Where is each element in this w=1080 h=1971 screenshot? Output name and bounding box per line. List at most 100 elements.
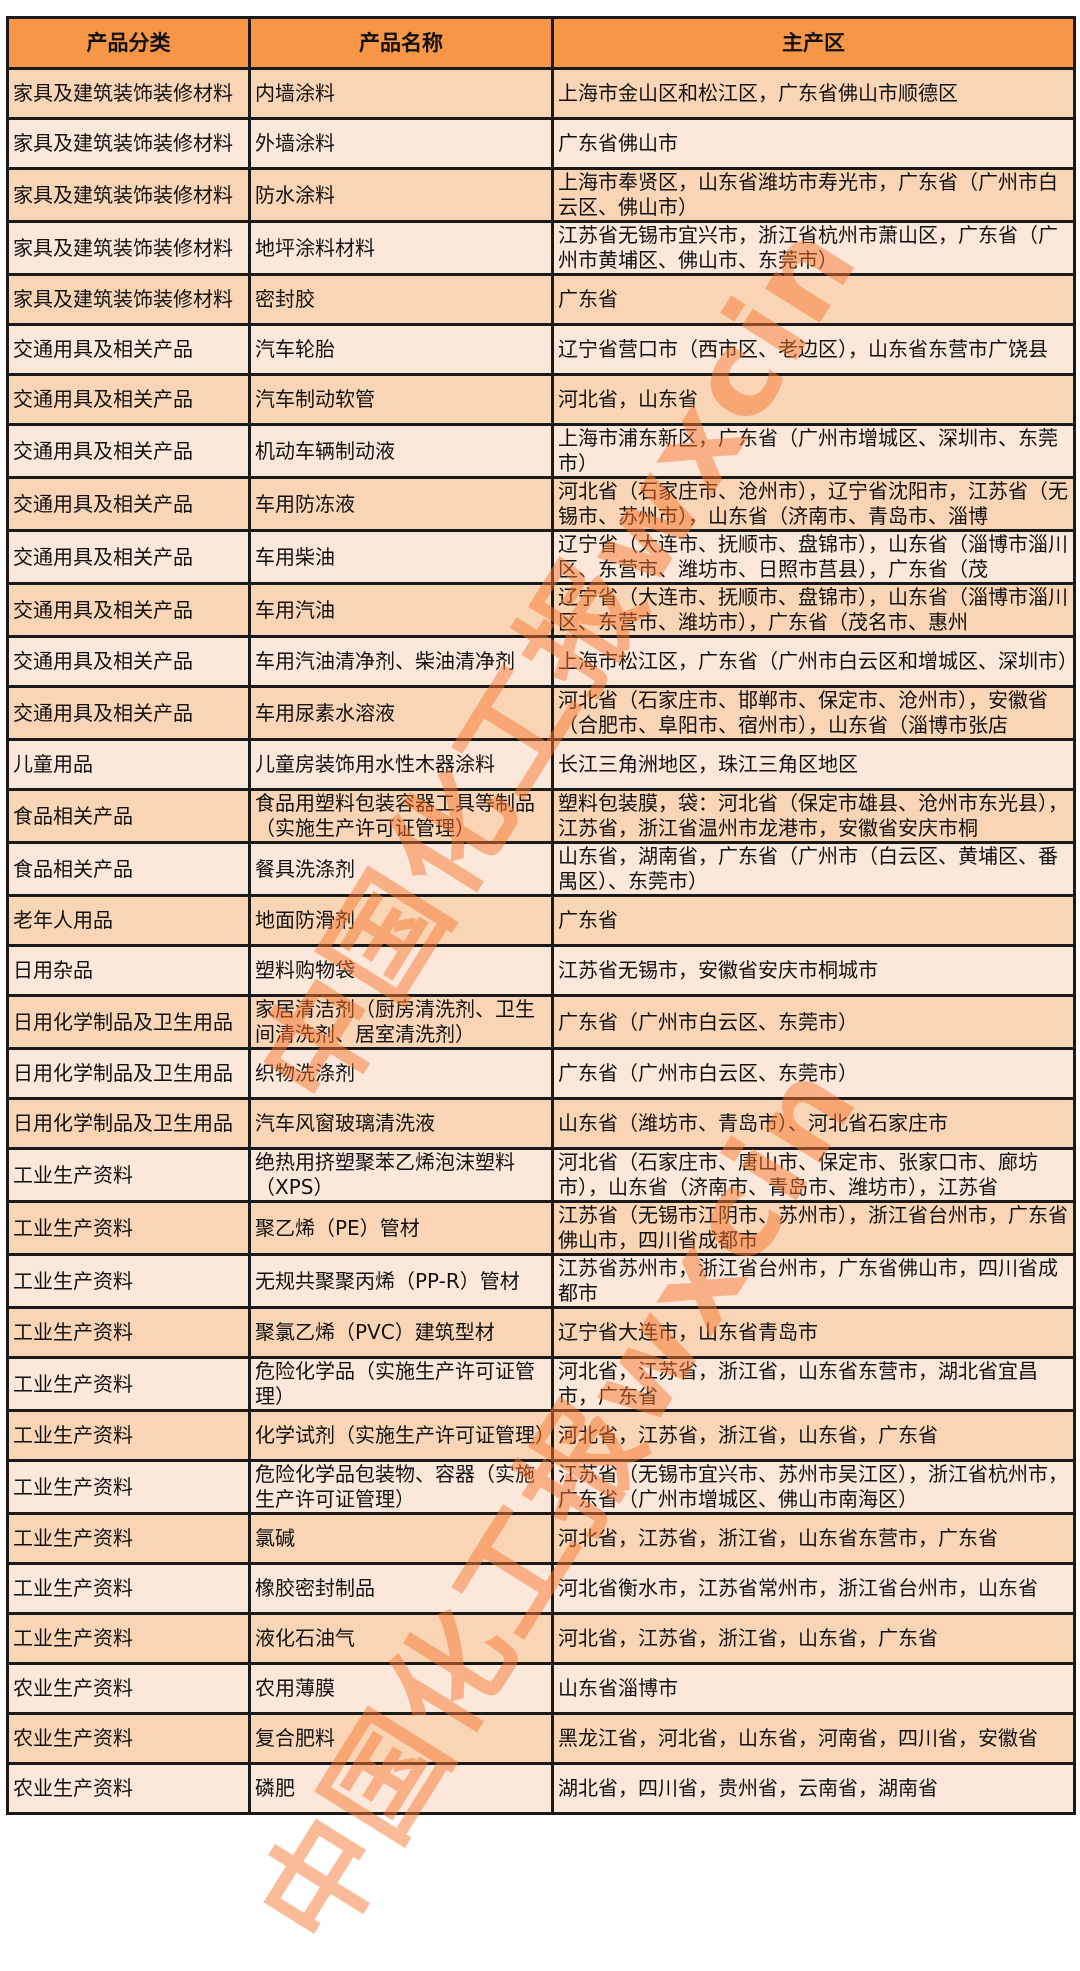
cell-category: 日用杂品: [6, 944, 251, 997]
table-row: 工业生产资料 橡胶密封制品 河北省衡水市，江苏省常州市，浙江省台州市，山东省: [6, 1562, 1076, 1615]
cell-main-region-text: 上海市金山区和松江区，广东省佛山市顺德区: [558, 81, 958, 105]
cell-product-name: 防水涂料: [248, 167, 554, 223]
cell-main-region: 辽宁省营口市（西市区、老边区），山东省东营市广饶县: [551, 323, 1076, 376]
cell-main-region: 江苏省苏州市，浙江省台州市，广东省佛山市，四川省成都市: [551, 1253, 1076, 1309]
cell-category-text: 工业生产资料: [13, 1371, 133, 1396]
cell-main-region: 河北省衡水市，江苏省常州市，浙江省台州市，山东省: [551, 1562, 1076, 1615]
table-row: 日用杂品 塑料购物袋 江苏省无锡市，安徽省安庆市桐城市: [6, 944, 1076, 997]
cell-main-region-text: 河北省，山东省: [558, 387, 698, 411]
cell-product-name-text: 外墙涂料: [255, 131, 335, 155]
cell-product-name-text: 地面防滑剂: [255, 908, 355, 932]
cell-main-region: 广东省（广州市白云区、东莞市）: [551, 994, 1076, 1050]
cell-main-region-text: 辽宁省大连市，山东省青岛市: [558, 1320, 818, 1344]
cell-main-region: 江苏省无锡市宜兴市，浙江省杭州市萧山区，广东省（广州市黄埔区、佛山市、东莞市）: [551, 220, 1076, 276]
cell-product-name: 危险化学品（实施生产许可证管理）: [248, 1356, 554, 1412]
cell-product-name: 地坪涂料材料: [248, 220, 554, 276]
cell-category: 家具及建筑装饰装修材料: [6, 273, 251, 326]
cell-product-name: 食品用塑料包装容器工具等制品（实施生产许可证管理）: [248, 788, 554, 844]
cell-product-name-text: 车用防冻液: [255, 491, 355, 516]
cell-category-text: 工业生产资料: [13, 1423, 133, 1447]
cell-product-name-text: 汽车制动软管: [255, 387, 375, 411]
cell-product-name: 机动车辆制动液: [248, 423, 554, 479]
cell-product-name: 外墙涂料: [248, 117, 554, 170]
cell-main-region-text: 辽宁省（大连市、抚顺市、盘锦市），山东省（淄博市淄川区、东营市、潍坊市），广东省…: [558, 585, 1068, 634]
cell-category-text: 日用化学制品及卫生用品: [13, 1061, 233, 1085]
cell-category-text: 交通用具及相关产品: [13, 700, 193, 725]
cell-category: 食品相关产品: [6, 841, 251, 897]
cell-product-name-text: 氯碱: [255, 1526, 295, 1550]
cell-product-name-text: 汽车风窗玻璃清洗液: [255, 1111, 435, 1135]
table-row: 工业生产资料 无规共聚聚丙烯（PP-R）管材 江苏省苏州市，浙江省台州市，广东省佛山…: [6, 1253, 1076, 1309]
cell-main-region: 上海市金山区和松江区，广东省佛山市顺德区: [551, 67, 1076, 120]
cell-product-name: 聚乙烯（PE）管材: [248, 1200, 554, 1256]
cell-category-text: 食品相关产品: [13, 803, 133, 828]
cell-category-text: 交通用具及相关产品: [13, 387, 193, 411]
cell-category-text: 家具及建筑装饰装修材料: [13, 182, 233, 207]
cell-product-name-text: 液化石油气: [255, 1626, 355, 1650]
table-row: 工业生产资料 液化石油气 河北省，江苏省，浙江省，山东省，广东省: [6, 1612, 1076, 1665]
cell-product-name: 危险化学品包装物、容器（实施生产许可证管理）: [248, 1459, 554, 1515]
cell-category-text: 农业生产资料: [13, 1726, 133, 1750]
table-row: 工业生产资料 聚乙烯（PE）管材 江苏省（无锡市江阴市、苏州市），浙江省台州市，广东…: [6, 1200, 1076, 1256]
cell-main-region-text: 广东省（广州市白云区、东莞市）: [558, 1061, 858, 1085]
cell-product-name-text: 农用薄膜: [255, 1676, 335, 1700]
cell-main-region: 广东省佛山市: [551, 117, 1076, 170]
cell-category: 交通用具及相关产品: [6, 373, 251, 426]
table-row: 交通用具及相关产品 汽车轮胎 辽宁省营口市（西市区、老边区），山东省东营市广饶县: [6, 323, 1076, 376]
cell-main-region: 河北省，江苏省，浙江省，山东省东营市，广东省: [551, 1512, 1076, 1565]
cell-category-text: 交通用具及相关产品: [13, 438, 193, 463]
cell-product-name-text: 汽车轮胎: [255, 337, 335, 361]
cell-category: 日用化学制品及卫生用品: [6, 1047, 251, 1100]
cell-main-region-text: 长江三角洲地区，珠江三角区地区: [558, 752, 858, 776]
cell-product-name-text: 儿童房装饰用水性木器涂料: [255, 752, 495, 776]
table-row: 农业生产资料 复合肥料 黑龙江省，河北省，山东省，河南省，四川省，安徽省: [6, 1712, 1076, 1765]
cell-main-region-text: 江苏省无锡市，安徽省安庆市桐城市: [558, 958, 878, 982]
cell-category: 交通用具及相关产品: [6, 529, 251, 585]
cell-category-text: 食品相关产品: [13, 856, 133, 881]
cell-product-name: 车用汽油: [248, 582, 554, 638]
cell-category: 交通用具及相关产品: [6, 582, 251, 638]
cell-main-region-text: 山东省，湖南省，广东省（广州市（白云区、黄埔区、番禺区）、东莞市）: [558, 844, 1058, 893]
cell-category-text: 家具及建筑装饰装修材料: [13, 131, 233, 155]
cell-category-text: 日用化学制品及卫生用品: [13, 1111, 233, 1135]
table-row: 家具及建筑装饰装修材料 密封胶 广东省: [6, 273, 1076, 326]
cell-category: 农业生产资料: [6, 1762, 251, 1815]
table-row: 日用化学制品及卫生用品 汽车风窗玻璃清洗液 山东省（潍坊市、青岛市）、河北省石家庄市: [6, 1097, 1076, 1150]
cell-product-name-text: 化学试剂（实施生产许可证管理）: [255, 1423, 547, 1447]
cell-product-name: 内墙涂料: [248, 67, 554, 120]
cell-category: 家具及建筑装饰装修材料: [6, 117, 251, 170]
cell-main-region: 辽宁省大连市，山东省青岛市: [551, 1306, 1076, 1359]
cell-category: 交通用具及相关产品: [6, 323, 251, 376]
cell-product-name: 化学试剂（实施生产许可证管理）: [248, 1409, 554, 1462]
cell-main-region-text: 上海市奉贤区，山东省潍坊市寿光市，广东省（广州市白云区、佛山市）: [558, 170, 1058, 219]
cell-category: 农业生产资料: [6, 1662, 251, 1715]
cell-product-name-text: 内墙涂料: [255, 81, 335, 105]
cell-main-region-text: 河北省（石家庄市、邯郸市、保定市、沧州市），安徽省（合肥市、阜阳市、宿州市），山…: [558, 688, 1048, 737]
cell-product-name: 车用尿素水溶液: [248, 685, 554, 741]
cell-product-name-text: 车用尿素水溶液: [255, 700, 395, 725]
cell-product-name: 绝热用挤塑聚苯乙烯泡沫塑料（XPS）: [248, 1147, 554, 1203]
cell-main-region-text: 河北省，江苏省，浙江省，山东省，广东省: [558, 1423, 938, 1447]
cell-main-region-text: 辽宁省（大连市、抚顺市、盘锦市），山东省（淄博市淄川区、东营市、潍坊市、日照市莒…: [558, 532, 1068, 581]
cell-category: 家具及建筑装饰装修材料: [6, 67, 251, 120]
table-row: 工业生产资料 绝热用挤塑聚苯乙烯泡沫塑料（XPS） 河北省（石家庄市、唐山市、保定市…: [6, 1147, 1076, 1203]
cell-product-name-text: 密封胶: [255, 287, 315, 311]
cell-category: 工业生产资料: [6, 1612, 251, 1665]
cell-category-text: 工业生产资料: [13, 1215, 133, 1240]
cell-main-region: 上海市奉贤区，山东省潍坊市寿光市，广东省（广州市白云区、佛山市）: [551, 167, 1076, 223]
cell-main-region: 长江三角洲地区，珠江三角区地区: [551, 738, 1076, 791]
cell-main-region: 广东省: [551, 894, 1076, 947]
cell-category-text: 工业生产资料: [13, 1268, 133, 1293]
cell-main-region-text: 黑龙江省，河北省，山东省，河南省，四川省，安徽省: [558, 1726, 1038, 1750]
cell-category-text: 农业生产资料: [13, 1776, 133, 1800]
cell-category-text: 日用杂品: [13, 958, 93, 982]
cell-product-name-text: 机动车辆制动液: [255, 438, 395, 463]
cell-main-region-text: 江苏省无锡市宜兴市，浙江省杭州市萧山区，广东省（广州市黄埔区、佛山市、东莞市）: [558, 223, 1058, 272]
cell-product-name: 车用汽油清净剂、柴油清净剂: [248, 635, 554, 688]
cell-product-name-text: 车用汽油清净剂、柴油清净剂: [255, 649, 515, 673]
table-row: 工业生产资料 氯碱 河北省，江苏省，浙江省，山东省东营市，广东省: [6, 1512, 1076, 1565]
cell-category: 工业生产资料: [6, 1512, 251, 1565]
cell-product-name: 塑料购物袋: [248, 944, 554, 997]
cell-product-name: 密封胶: [248, 273, 554, 326]
table-row: 日用化学制品及卫生用品 家居清洁剂（厨房清洗剂、卫生间清洗剂、居室清洗剂） 广东省（…: [6, 994, 1076, 1050]
